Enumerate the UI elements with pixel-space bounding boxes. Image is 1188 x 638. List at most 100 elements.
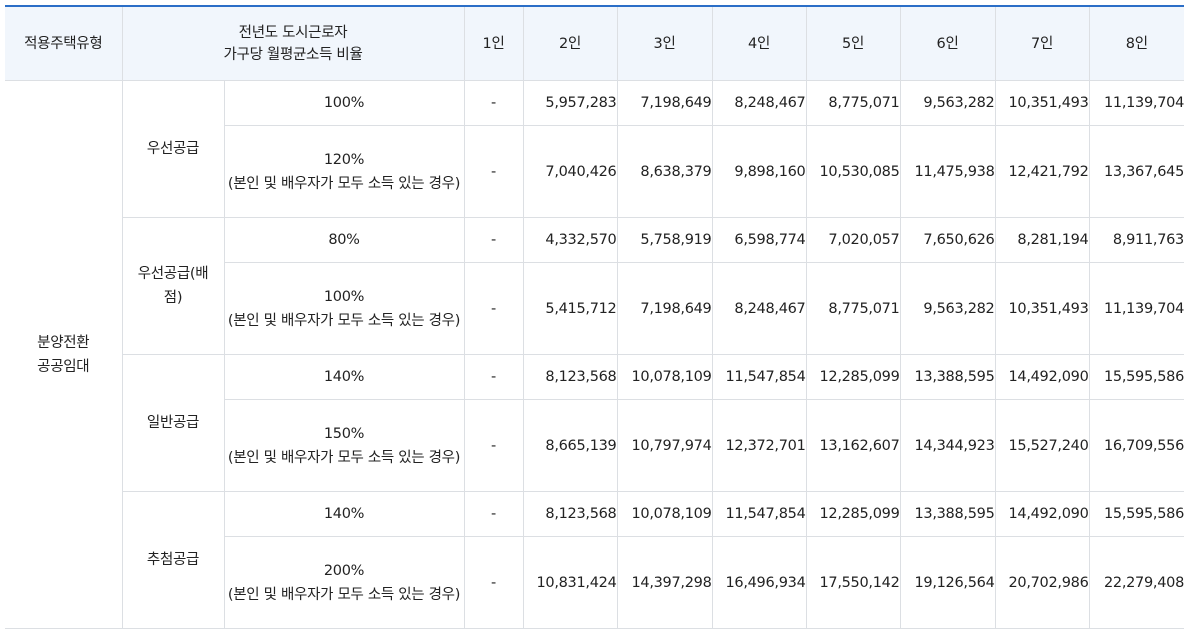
income-2-person-cell: 5,415,712	[522, 262, 618, 355]
income-2-person-cell: 5,957,283	[522, 80, 618, 126]
ratio-cell: 100% (본인 및 배우자가 모두 소득 있는 경우)	[224, 262, 465, 355]
supply-type-line1: 우선공급	[146, 141, 200, 157]
income-1-person-cell: -	[463, 536, 524, 629]
income-4-person-cell: 6,598,774	[711, 217, 807, 263]
income-1-person-cell: -	[463, 80, 524, 126]
income-8-person-cell: 11,139,704	[1088, 80, 1184, 126]
ratio-cell: 120% (본인 및 배우자가 모두 소득 있는 경우)	[224, 125, 465, 218]
income-6-person-cell: 11,475,938	[899, 125, 996, 218]
income-7-person-cell: 20,702,986	[994, 536, 1090, 629]
income-2-person-cell: 8,123,568	[522, 354, 618, 400]
income-3-person-cell: 14,397,298	[616, 536, 713, 629]
income-2-person-cell: 4,332,570	[522, 217, 618, 263]
income-7-person-cell: 10,351,493	[994, 80, 1090, 126]
income-8-person-cell: 22,279,408	[1088, 536, 1184, 629]
income-8-person-cell: 15,595,586	[1088, 354, 1184, 400]
income-3-person-cell: 8,638,379	[616, 125, 713, 218]
income-5-person-cell: 8,775,071	[805, 262, 901, 355]
header-housing-type: 적용주택유형	[5, 5, 123, 81]
income-table: 적용주택유형 전년도 도시근로자 가구당 월평균소득 비율 1인 2인 3인 4…	[5, 5, 1184, 629]
table-row: 추첨공급 140% -8,123,568 10,078,109 11,547,854 12…	[5, 491, 1184, 629]
housing-type-line1: 분양전환	[37, 334, 90, 351]
income-1-person-cell: -	[463, 262, 524, 355]
supply-type-line1: 일반공급	[146, 415, 200, 431]
supply-type-cell: 우선공급(배 점)	[122, 217, 225, 355]
income-5-person-cell: 17,550,142	[805, 536, 901, 629]
income-1-person-cell: -	[463, 217, 524, 263]
income-2-person-cell: 8,665,139	[522, 399, 618, 492]
header-person-5: 5인	[805, 5, 901, 81]
income-8-person-cell: 13,367,645	[1088, 125, 1184, 218]
ratio-note: (본인 및 배우자가 모두 소득 있는 경우)	[227, 175, 461, 192]
income-8-person-cell: 11,139,704	[1088, 262, 1184, 355]
income-3-person-cell: 10,078,109	[616, 491, 713, 537]
ratio-cell: 150% (본인 및 배우자가 모두 소득 있는 경우)	[224, 399, 465, 492]
ratio-note: (본인 및 배우자가 모두 소득 있는 경우)	[227, 449, 461, 466]
income-8-person-cell: 16,709,556	[1088, 399, 1184, 492]
income-7-person-cell: 10,351,493	[994, 262, 1090, 355]
supply-type-line1: 추첨공급	[146, 552, 200, 568]
income-3-person-cell: 10,078,109	[616, 354, 713, 400]
ratio-cell: 140%	[223, 354, 465, 400]
income-7-person-cell: 14,492,090	[994, 354, 1090, 400]
supply-type-line1: 우선공급(배	[137, 266, 209, 282]
supply-type-cell: 우선공급	[121, 80, 225, 218]
table-row: 우선공급(배 점) 80% -4,332,570 5,758,919 6,598,774 7…	[5, 217, 1184, 355]
ratio-value: 100%	[323, 95, 365, 111]
table-body: 분양전환 공공임대 우선공급 100% -5,957,283 7,198,649 8,248…	[5, 80, 1184, 629]
ratio-note: (본인 및 배우자가 모두 소득 있는 경우)	[227, 312, 461, 329]
income-4-person-cell: 12,372,701	[711, 399, 807, 492]
table-row: 200% (본인 및 배우자가 모두 소득 있는 경우) -10,831,424 14…	[5, 536, 1184, 629]
income-2-person-cell: 7,040,426	[522, 125, 618, 218]
income-7-person-cell: 14,492,090	[994, 491, 1090, 537]
income-3-person-cell: 7,198,649	[616, 262, 713, 355]
income-4-person-cell: 8,248,467	[711, 262, 807, 355]
income-2-person-cell: 8,123,568	[522, 491, 618, 537]
header-person-2: 2인	[522, 5, 618, 81]
header-person-8: 8인	[1088, 5, 1184, 81]
income-6-person-cell: 19,126,564	[899, 536, 996, 629]
header-person-6: 6인	[899, 5, 996, 81]
income-5-person-cell: 13,162,607	[805, 399, 901, 492]
ratio-cell: 200% (본인 및 배우자가 모두 소득 있는 경우)	[224, 536, 465, 629]
table-row: 100% (본인 및 배우자가 모두 소득 있는 경우) -5,415,712 7,1…	[5, 262, 1184, 355]
income-5-person-cell: 7,020,057	[805, 217, 901, 263]
header-person-4: 4인	[711, 5, 807, 81]
header-ratio-line1: 전년도 도시근로자	[238, 24, 348, 41]
header-row: 적용주택유형 전년도 도시근로자 가구당 월평균소득 비율 1인 2인 3인 4…	[5, 5, 1184, 81]
income-7-person-cell: 15,527,240	[994, 399, 1090, 492]
income-4-person-cell: 11,547,854	[711, 491, 807, 537]
income-3-person-cell: 10,797,974	[616, 399, 713, 492]
ratio-cell: 80%	[223, 217, 465, 263]
income-5-person-cell: 8,775,071	[805, 80, 901, 126]
ratio-cell: 140%	[223, 491, 465, 537]
table-row: 120% (본인 및 배우자가 모두 소득 있는 경우) -7,040,426 8,6…	[5, 125, 1184, 218]
income-1-person-cell: -	[463, 125, 524, 218]
income-6-person-cell: 13,388,595	[899, 354, 996, 400]
income-4-person-cell: 11,547,854	[711, 354, 807, 400]
income-6-person-cell: 13,388,595	[899, 491, 996, 537]
ratio-cell: 100%	[223, 80, 465, 126]
income-3-person-cell: 5,758,919	[616, 217, 713, 263]
ratio-value: 100%	[323, 288, 365, 305]
income-6-person-cell: 9,563,282	[899, 262, 996, 355]
income-8-person-cell: 15,595,586	[1088, 491, 1184, 537]
income-4-person-cell: 16,496,934	[711, 536, 807, 629]
income-5-person-cell: 12,285,099	[805, 354, 901, 400]
income-6-person-cell: 7,650,626	[899, 217, 996, 263]
income-8-person-cell: 8,911,763	[1088, 217, 1184, 263]
ratio-value: 140%	[323, 506, 365, 522]
supply-type-cell: 추첨공급	[122, 491, 225, 629]
income-6-person-cell: 9,563,282	[899, 80, 996, 126]
header-ratio: 전년도 도시근로자 가구당 월평균소득 비율	[121, 5, 465, 81]
ratio-note: (본인 및 배우자가 모두 소득 있는 경우)	[227, 586, 461, 603]
housing-type-line2: 공공임대	[37, 358, 90, 375]
header-person-1: 1인	[463, 5, 524, 81]
supply-type-cell: 일반공급	[122, 354, 225, 492]
income-6-person-cell: 14,344,923	[899, 399, 996, 492]
income-4-person-cell: 9,898,160	[711, 125, 807, 218]
table-row: 일반공급 140% -8,123,568 10,078,109 11,547,854 12…	[5, 354, 1184, 492]
income-5-person-cell: 10,530,085	[805, 125, 901, 218]
income-1-person-cell: -	[463, 491, 524, 537]
